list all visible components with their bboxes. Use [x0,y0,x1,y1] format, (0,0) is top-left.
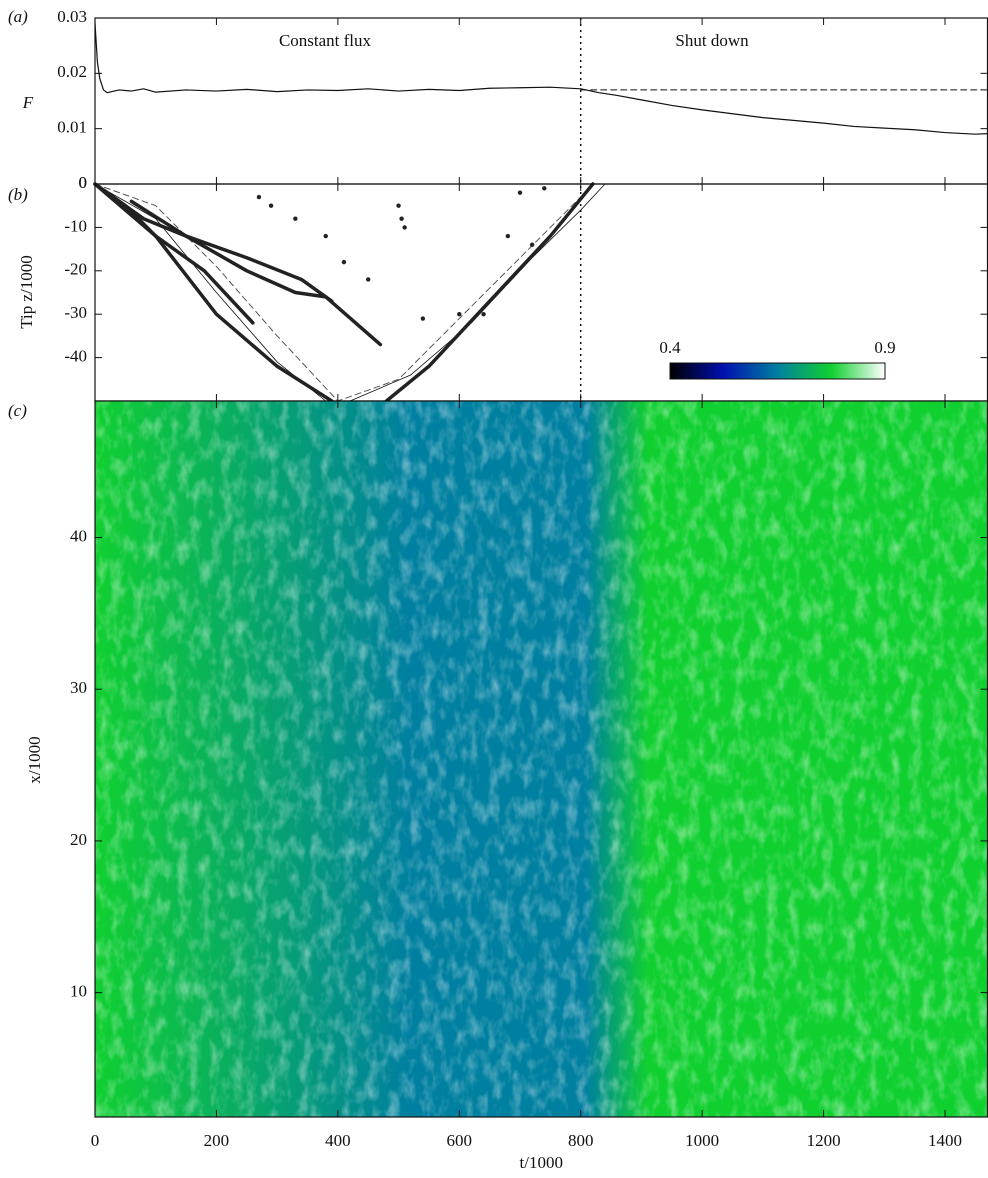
y-tick-label: 20 [70,830,87,849]
y-tick-label: -20 [64,260,87,279]
x-tick-label: 1200 [807,1131,841,1150]
annotation: Constant flux [279,31,372,50]
y-tick-label: 0.01 [57,118,87,137]
heatmap-texture [95,401,988,1117]
data-line [94,183,606,402]
tip-dot [517,190,523,195]
y-axis-label: F [22,93,34,112]
tip-dot [529,242,535,247]
x-tick-label: 200 [204,1131,230,1150]
tip-dot [341,259,347,265]
y-tick-label: 0.02 [57,62,87,81]
tip-dot [481,312,486,317]
y-tick-label: -40 [64,347,87,366]
y-tick-label: 0 [79,173,88,192]
annotation: Shut down [675,31,749,50]
tip-dot [399,216,404,221]
x-tick-label: 1400 [928,1131,962,1150]
tip-dot [396,203,401,208]
x-axis-label: t/1000 [520,1153,563,1172]
y-axis-label: Tip z/1000 [17,255,36,329]
y-tick-label: 40 [70,526,87,545]
x-tick-label: 0 [91,1131,100,1150]
x-tick-label: 600 [447,1131,473,1150]
colorbar-tick-label: 0.4 [659,338,681,357]
x-tick-label: 1000 [685,1131,719,1150]
y-tick-label: 30 [70,678,87,697]
panel-label: (a) [8,7,28,26]
tip-dot [268,203,274,208]
panel-label: (b) [8,185,28,204]
tip-dot [542,186,547,191]
y-tick-label: 0 [79,173,88,192]
data-line [93,182,255,325]
data-line [129,199,383,347]
y-tick-label: -10 [64,216,87,235]
data-line [94,183,582,402]
y-tick-label: 0.03 [57,7,87,26]
data-line [384,182,595,403]
x-tick-label: 400 [325,1131,351,1150]
panel-label: (c) [8,401,27,420]
tip-dot [505,233,511,239]
colorbar [669,362,886,380]
colorbar-tick-label: 0.9 [874,338,895,357]
y-tick-label: -30 [64,303,87,322]
x-tick-label: 800 [568,1131,594,1150]
plot-frame [94,17,988,185]
data-line [93,182,334,303]
y-tick-label: 10 [70,982,87,1001]
data-line [94,22,988,135]
tip-dot [256,194,262,200]
tip-dot [402,225,407,230]
y-axis-label: x/1000 [25,736,44,783]
tip-dot [293,216,298,221]
tip-dot [420,316,426,321]
tip-dot [323,233,328,239]
tip-dot [366,277,371,282]
tip-dot [457,312,462,317]
